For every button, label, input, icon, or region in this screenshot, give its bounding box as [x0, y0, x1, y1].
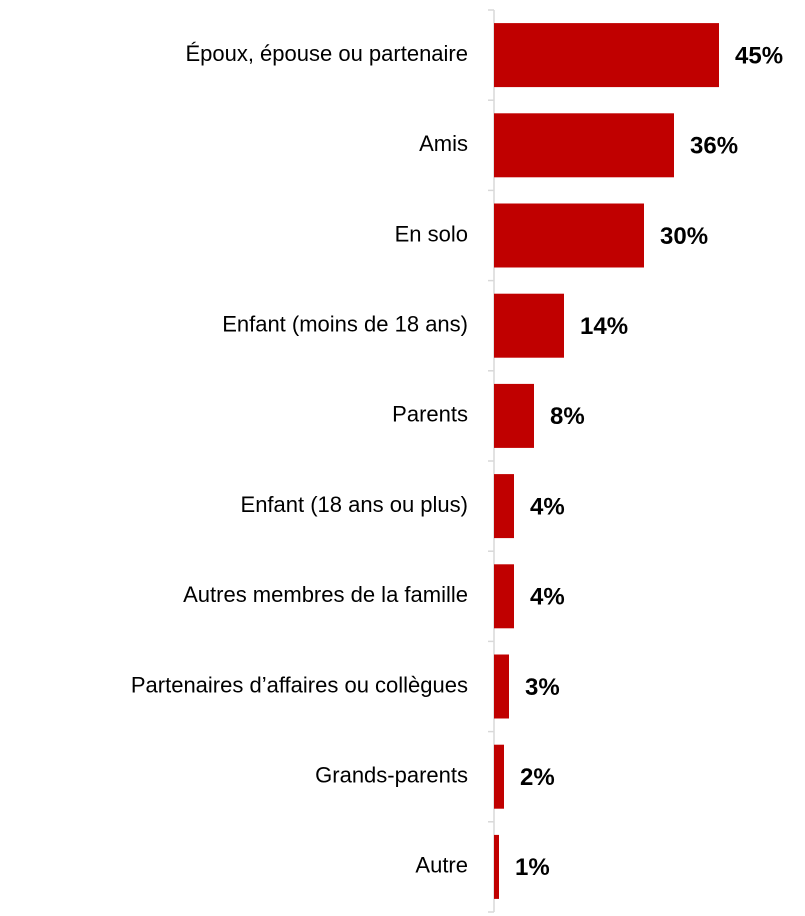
- bar: [494, 564, 514, 629]
- bar: [494, 203, 644, 268]
- bar: [494, 744, 504, 809]
- bar: [494, 383, 534, 448]
- value-label: 4%: [530, 584, 565, 611]
- value-label: 1%: [515, 854, 550, 881]
- bar: [494, 474, 514, 539]
- bar: [494, 834, 499, 899]
- bar: [494, 654, 509, 719]
- category-label: Enfant (moins de 18 ans): [222, 312, 468, 337]
- category-label: Époux, épouse ou partenaire: [185, 41, 468, 66]
- value-label: 3%: [525, 674, 560, 701]
- value-label: 14%: [580, 313, 628, 340]
- value-label: 36%: [690, 133, 738, 160]
- category-label: Autre: [415, 853, 468, 878]
- category-label: Parents: [392, 402, 468, 427]
- category-label: Enfant (18 ans ou plus): [241, 492, 468, 517]
- value-label: 8%: [550, 403, 585, 430]
- category-label: Partenaires d’affaires ou collègues: [131, 672, 468, 697]
- value-label: 45%: [735, 42, 783, 69]
- value-label: 4%: [530, 493, 565, 520]
- value-label: 30%: [660, 223, 708, 250]
- bar: [494, 293, 564, 358]
- category-label: En solo: [395, 221, 468, 246]
- category-label: Amis: [419, 131, 468, 156]
- value-label: 2%: [520, 764, 555, 791]
- category-label: Grands-parents: [315, 763, 468, 788]
- bar: [494, 113, 674, 178]
- bar: [494, 23, 719, 88]
- category-label: Autres membres de la famille: [183, 582, 468, 607]
